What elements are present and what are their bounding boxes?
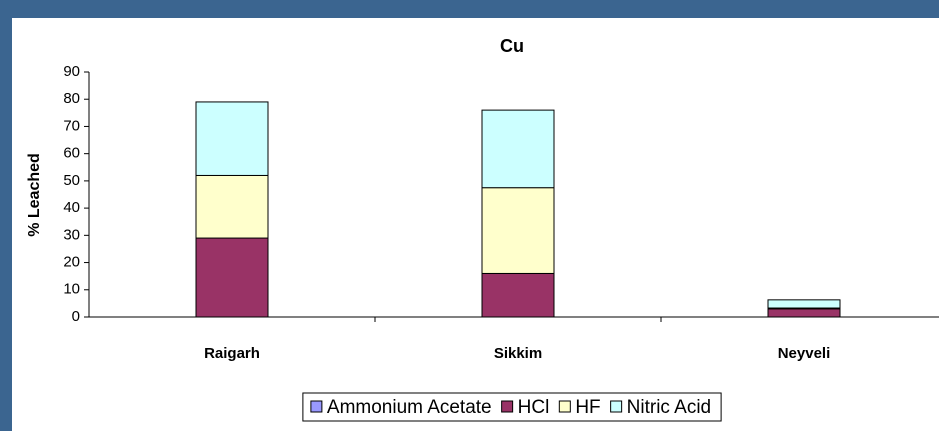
legend-swatch bbox=[501, 400, 514, 413]
legend-swatch bbox=[558, 400, 571, 413]
y-tick-label: 40 bbox=[63, 199, 80, 216]
bar-segment bbox=[767, 299, 841, 309]
y-tick-label: 70 bbox=[63, 117, 80, 134]
bar-segment bbox=[481, 187, 555, 274]
legend-label: Ammonium Acetate bbox=[327, 397, 492, 418]
legend-swatch bbox=[610, 400, 623, 413]
chart-area bbox=[12, 18, 939, 431]
chart-title: Cu bbox=[500, 36, 524, 56]
y-tick-label: 80 bbox=[63, 90, 80, 107]
x-tick-label: Sikkim bbox=[494, 345, 542, 362]
y-tick-label: 60 bbox=[63, 145, 80, 162]
y-tick-label: 10 bbox=[63, 281, 80, 298]
legend-swatch bbox=[310, 400, 323, 413]
x-tick-label: Neyveli bbox=[778, 345, 831, 362]
bar-segment bbox=[195, 237, 269, 318]
bar-segment bbox=[195, 174, 269, 239]
legend-label: HCl bbox=[518, 397, 550, 418]
y-axis-label: % Leached bbox=[26, 153, 43, 237]
bar-segment bbox=[481, 109, 555, 189]
x-tick-label: Raigarh bbox=[204, 345, 260, 362]
bar-segment bbox=[481, 272, 555, 318]
bar-segment bbox=[195, 101, 269, 176]
y-tick-label: 50 bbox=[63, 172, 80, 189]
y-tick-label: 90 bbox=[63, 63, 80, 80]
y-tick-label: 30 bbox=[63, 226, 80, 243]
legend-label: HF bbox=[575, 397, 600, 418]
y-tick-label: 20 bbox=[63, 254, 80, 271]
bar-segment bbox=[767, 308, 841, 318]
y-tick-label: 0 bbox=[72, 308, 80, 325]
legend-label: Nitric Acid bbox=[627, 397, 711, 418]
